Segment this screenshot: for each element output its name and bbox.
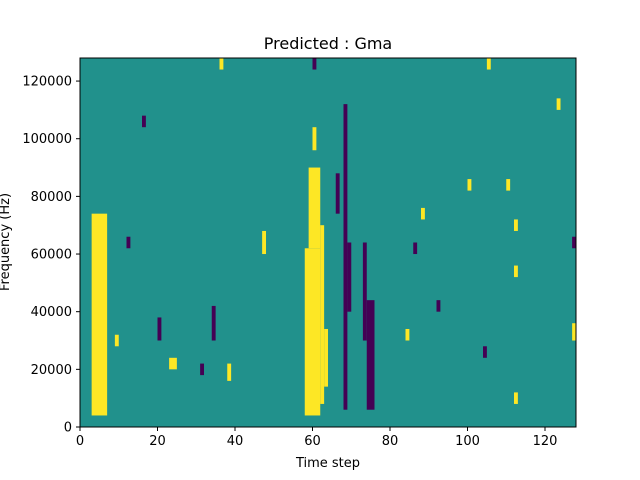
x-tick-label-1: 20 — [149, 434, 166, 449]
heatmap-cell-21 — [506, 179, 511, 191]
heatmap-cell-16 — [572, 323, 577, 341]
heatmap-cell-5 — [312, 127, 317, 151]
heatmap-cells — [80, 58, 577, 427]
heatmap-cell-35 — [486, 58, 491, 70]
y-tick-label-5: 100000 — [22, 132, 72, 147]
heatmap-cell-23 — [467, 179, 472, 191]
heatmap-cell-31 — [126, 236, 131, 249]
y-tick-label-0: 0 — [64, 421, 72, 436]
x-tick-label-2: 40 — [227, 434, 244, 449]
heatmap-cell-32 — [142, 115, 146, 128]
x-axis: 0 20 40 60 80 100 120 — [76, 427, 558, 449]
heatmap-cell-7 — [114, 334, 119, 347]
heatmap-cell-25 — [421, 207, 425, 220]
heatmap-cell-34 — [312, 58, 317, 70]
heatmap-cell-3 — [320, 225, 325, 404]
y-tick-label-6: 120000 — [22, 75, 72, 90]
x-tick-label-6: 120 — [533, 434, 558, 449]
heatmap-cell-24 — [405, 328, 410, 341]
x-axis-label: Time step — [295, 456, 360, 471]
y-tick-label-3: 60000 — [31, 248, 72, 263]
y-tick-label-1: 20000 — [31, 363, 72, 378]
heatmap-cell-30 — [262, 230, 267, 255]
heatmap-cell-2 — [308, 167, 321, 249]
x-tick-label-4: 80 — [382, 434, 399, 449]
chart-title: Predicted : Gma — [264, 34, 392, 53]
x-tick-label-5: 100 — [455, 434, 480, 449]
heatmap-cell-17 — [572, 236, 577, 249]
heatmap-cell-26 — [413, 242, 418, 255]
heatmap-cell-28 — [227, 363, 232, 381]
heatmap-cell-9 — [366, 300, 375, 410]
heatmap-cell-10 — [362, 242, 367, 341]
heatmap-cell-27 — [436, 300, 441, 312]
heatmap-cell-1 — [304, 248, 321, 416]
y-axis: 0 20000 40000 60000 80000 100000 120000 — [22, 75, 80, 436]
y-tick-label-4: 80000 — [31, 190, 72, 205]
y-tick-label-2: 40000 — [31, 305, 72, 320]
plot-frame — [79, 57, 577, 428]
heatmap-cell-4 — [324, 328, 329, 387]
heatmap-cell-12 — [335, 173, 340, 214]
heatmap-cell-8 — [343, 104, 348, 410]
heatmap-cell-13 — [211, 305, 216, 341]
heatmap-cell-18 — [514, 392, 518, 404]
heatmap-cell-22 — [483, 346, 487, 358]
heatmap-cell-14 — [157, 317, 162, 341]
heatmap-cell-19 — [514, 219, 518, 231]
heatmap-cell-11 — [347, 242, 352, 312]
heatmap-cell-20 — [514, 265, 518, 278]
x-tick-label-0: 0 — [76, 434, 84, 449]
heatmap-cell-6 — [169, 357, 177, 370]
x-tick-label-3: 60 — [304, 434, 321, 449]
y-axis-label: Frequency (Hz) — [0, 193, 13, 291]
heatmap-cell-33 — [219, 58, 224, 70]
heatmap-cell-29 — [200, 363, 205, 376]
heatmap-cell-15 — [556, 98, 561, 110]
heatmap-cell-0 — [91, 213, 108, 416]
